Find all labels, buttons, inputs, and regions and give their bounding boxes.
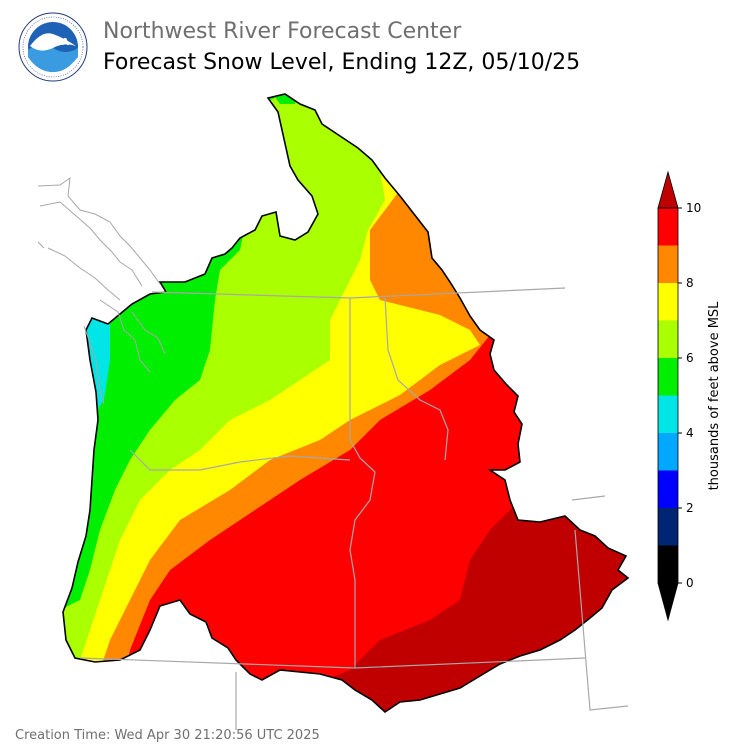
colorbar-bin xyxy=(658,358,678,396)
colorbar-tick-label: 0 xyxy=(686,576,694,590)
snow-level-shading xyxy=(63,94,628,712)
colorbar-label: thousands of feet above MSL xyxy=(707,301,722,491)
colorbar-ticks: 0 2 4 6 8 10 xyxy=(678,201,701,590)
colorbar-tick-label: 2 xyxy=(686,501,694,515)
colorbar-bin xyxy=(658,283,678,321)
colorbar-bin xyxy=(658,433,678,471)
colorbar-bins xyxy=(658,208,678,583)
colorbar-tick-label: 6 xyxy=(686,351,694,365)
colorbar-bin xyxy=(658,208,678,246)
creation-time: Creation Time: Wed Apr 30 21:20:56 UTC 2… xyxy=(15,728,320,743)
org-title: Northwest River Forecast Center xyxy=(103,19,462,44)
colorbar-bin xyxy=(658,470,678,508)
colorbar-bin xyxy=(658,395,678,433)
colorbar-bin xyxy=(658,508,678,546)
colorbar: 0 2 4 6 8 10 thousands of feet above MSL xyxy=(657,170,722,622)
colorbar-tick-label: 8 xyxy=(686,276,694,290)
colorbar-tick-label: 10 xyxy=(686,201,701,215)
state-boundaries xyxy=(79,287,629,730)
coastline xyxy=(37,176,166,405)
colorbar-over-arrow xyxy=(657,170,679,209)
basin-outline xyxy=(62,93,630,714)
colorbar-under-arrow xyxy=(657,582,679,622)
colorbar-bin xyxy=(658,320,678,358)
colorbar-bin xyxy=(658,245,678,283)
snow-level-map xyxy=(37,93,630,730)
colorbar-tick-label: 4 xyxy=(686,426,694,440)
colorbar-bin xyxy=(658,545,678,583)
page-title: Forecast Snow Level, Ending 12Z, 05/10/2… xyxy=(103,50,581,75)
noaa-logo-text: NOAA xyxy=(37,37,69,48)
noaa-logo-icon: NOAA xyxy=(18,12,88,82)
